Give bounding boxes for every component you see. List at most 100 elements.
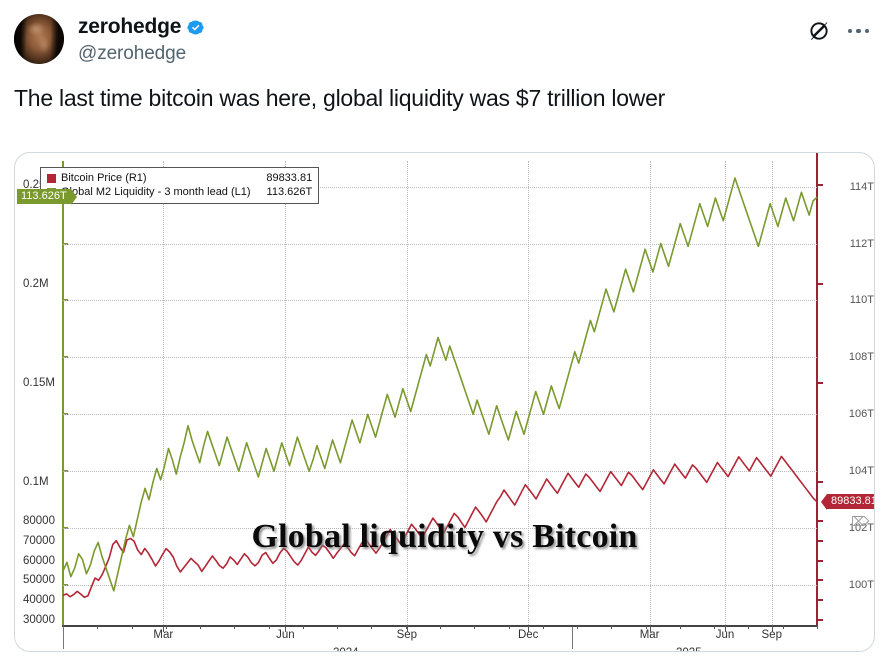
more-dot [856,28,861,34]
x-minor-tick [405,625,407,629]
left-tick-label: 114T [849,180,874,193]
x-tick-label: Mar [639,629,660,641]
legend-swatch-bitcoin [47,173,56,183]
legend-value-bitcoin: 89833.81 [266,172,313,184]
x-minor-tick [131,625,133,629]
right-tick-label: 40000 [23,594,55,607]
x-minor-tick [782,625,784,629]
more-dot [847,28,852,34]
x-tick-mark [406,625,408,632]
plot-area: 100T 102T 104T 106T 108T 110T 112T 114T 30000 40… [15,153,874,651]
right-tick-mark [816,381,823,384]
x-minor-tick [817,625,818,629]
avatar[interactable] [14,14,64,64]
display-name-row: zerohedge [78,15,205,39]
left-tick-label: 112T [849,237,874,250]
x-minor-tick [440,625,441,629]
x-year-label: 2025 [676,647,702,651]
x-minor-tick [542,625,544,629]
right-tick-label: 0.15M [23,376,55,389]
series-line-m2 [62,177,818,592]
author-names: zerohedge @zerohedge [78,14,205,65]
legend-label-m2: Global M2 Liquidity - 3 month lead (L1) [61,186,251,198]
handle[interactable]: @zerohedge [78,43,187,65]
right-tick-mark [816,282,823,285]
right-tick-mark [816,480,823,483]
right-tick-mark [816,579,823,582]
right-tick-mark [816,619,823,622]
x-minor-tick [268,625,270,629]
x-minor-tick [645,625,647,629]
right-tick-label: 80000 [23,515,55,528]
right-tick-label: 60000 [23,554,55,567]
left-tick-label: 108T [848,351,874,364]
x-tick-label: Mar [153,629,174,641]
legend-item-bitcoin: Bitcoin Price (R1) 89833.81 [47,171,312,185]
x-minor-tick [200,625,202,629]
more-dot [864,28,869,34]
x-minor-tick [337,625,339,629]
series-line-bitcoin [62,455,818,599]
x-minor-tick [714,625,716,629]
x-minor-tick [97,625,99,629]
x-year-label: 2024 [333,647,359,651]
right-tick-mark [816,520,823,523]
right-tick-mark [816,559,823,562]
series-lines [62,177,818,599]
legend-item-m2: Global M2 Liquidity - 3 month lead (L1) … [47,185,312,199]
left-tick-label: 100T [848,579,874,592]
x-tick-mark [725,625,726,632]
x-tick-label: Jun [715,629,735,641]
right-tick-mark [816,539,823,542]
chart-cursor-glyph-icon: ⌫ [851,512,870,528]
left-axis-price-tag: 113.626T [17,189,77,206]
left-tick-label: 104T [848,465,874,478]
right-axis-price-tag: 89833.81 [821,493,874,510]
right-tick-label: 70000 [23,534,55,547]
left-tick-label: 110T [849,294,874,307]
legend-label-bitcoin: Bitcoin Price (R1) [61,172,147,184]
x-minor-tick [474,625,476,629]
left-axis-line [62,161,64,626]
right-tick-label: 30000 [23,614,55,627]
chart-watermark-title: Global liquidity vs Bitcoin [251,518,638,555]
x-minor-tick [508,625,510,629]
x-tick-label: Jun [276,629,295,641]
x-minor-tick [679,625,681,629]
x-minor-tick [748,625,750,629]
x-minor-tick [371,625,373,629]
x-minor-tick [577,625,579,629]
chart-legend[interactable]: Bitcoin Price (R1) 89833.81 Global M2 Li… [40,167,320,204]
right-tick-label: 50000 [23,574,55,587]
x-minor-tick [165,625,167,629]
tweet-header: zerohedge @zerohedge [0,0,889,65]
right-tick-mark [816,599,823,602]
x-tick-mark [649,625,651,632]
right-axis-line [816,153,818,626]
display-name[interactable]: zerohedge [78,15,182,38]
more-ellipsis-icon[interactable] [847,28,869,34]
legend-value-m2: 113.626T [266,186,313,198]
verified-badge-icon [187,20,204,34]
right-tick-label: 0.2M [23,277,49,290]
right-tick-label: 0.1M [23,475,49,488]
left-tick-label: 106T [848,408,874,421]
year-separator [571,627,573,649]
left-tick-label: 102T [848,522,874,535]
tweet-text: The last time bitcoin was here, global l… [14,84,666,111]
x-minor-tick [302,625,304,629]
year-separator [63,627,64,649]
x-tick-mark [528,625,530,632]
x-tick-label: Sep [396,629,418,641]
header-actions [808,14,874,42]
x-minor-tick [234,625,236,629]
grok-icon[interactable] [808,20,830,42]
right-tick-mark [816,183,823,186]
x-tick-mark [163,625,165,632]
chart-card[interactable]: 100T 102T 104T 106T 108T 110T 112T 114T 30000 40… [14,152,875,652]
x-tick-label: Sep [761,629,782,641]
x-minor-tick [611,625,613,629]
x-tick-mark [771,625,773,632]
x-tick-label: Dec [517,629,539,641]
